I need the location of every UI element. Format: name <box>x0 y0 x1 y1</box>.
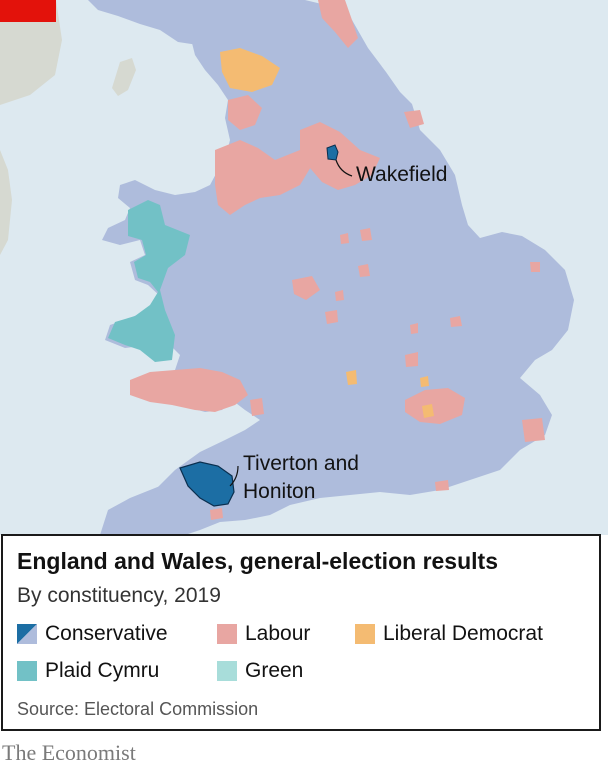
labour-midlands-4 <box>335 290 344 301</box>
plaid-cymru-area <box>108 200 190 362</box>
wakefield-constituency <box>326 144 339 161</box>
labour-hull <box>404 110 424 128</box>
labour-midlands-1 <box>292 276 320 300</box>
labour-yorkshire <box>300 122 380 190</box>
economist-logo: The Economist <box>2 740 136 765</box>
labour-swatch <box>217 624 237 644</box>
labour-london <box>405 388 465 424</box>
isle-of-man <box>112 58 136 96</box>
libdem-south-2 <box>420 376 429 387</box>
election-map: Wakefield Tiverton and Honiton <box>0 0 608 535</box>
labour-yorks-2 <box>360 228 372 241</box>
labour-brighton <box>435 480 449 491</box>
libdem-south-1 <box>346 370 357 385</box>
tiverton-label: Tiverton and Honiton <box>243 452 359 503</box>
legend-subtitle: By constituency, 2019 <box>17 584 221 607</box>
libdem-cumbria <box>220 48 280 92</box>
plaid-swatch <box>17 661 37 681</box>
legend-item-plaid: Plaid Cymru <box>17 658 159 684</box>
labour-east-1 <box>450 316 462 327</box>
labour-south-wales <box>130 368 248 412</box>
labour-exeter <box>210 508 223 520</box>
legend-item-labour: Labour <box>217 621 310 647</box>
legend-label-green: Green <box>245 659 304 682</box>
libdem-swatch <box>355 624 375 644</box>
tiverton-leader-line <box>229 465 239 487</box>
conservative-swatch <box>17 624 37 644</box>
legend-box: England and Wales, general-election resu… <box>1 534 601 731</box>
cornwall-land <box>100 470 200 535</box>
labour-yorks-4 <box>410 323 418 334</box>
ireland-land <box>0 0 62 105</box>
legend-source: Source: Electoral Commission <box>17 699 259 719</box>
labour-north-west-2 <box>228 95 262 130</box>
wakefield-leader-line <box>335 159 353 177</box>
labour-east-2 <box>405 352 418 367</box>
legend-item-libdem: Liberal Democrat <box>355 621 543 647</box>
legend-item-conservative: Conservative <box>17 621 168 647</box>
tiverton-constituency <box>179 461 235 507</box>
labour-east-4 <box>522 418 545 442</box>
legend-item-green: Green <box>217 658 303 684</box>
legend-label-plaid: Plaid Cymru <box>45 659 160 682</box>
legend-label-labour: Labour <box>245 622 311 645</box>
labour-midlands-3 <box>358 264 370 277</box>
labour-yorks-3 <box>340 233 349 244</box>
ireland-land-south <box>0 150 12 255</box>
labour-midlands-2 <box>325 310 338 324</box>
labour-north-west <box>215 140 312 215</box>
labour-east-3 <box>530 262 540 272</box>
labour-bristol <box>250 398 264 416</box>
legend-label-conservative: Conservative <box>45 622 168 645</box>
libdem-london <box>422 404 434 418</box>
wakefield-label: Wakefield <box>356 163 448 186</box>
brand-flag <box>0 0 56 22</box>
green-swatch <box>217 661 237 681</box>
labour-north-east <box>318 0 358 48</box>
map-svg <box>0 0 574 535</box>
legend-title: England and Wales, general-election resu… <box>17 548 498 574</box>
legend-label-libdem: Liberal Democrat <box>383 622 543 645</box>
